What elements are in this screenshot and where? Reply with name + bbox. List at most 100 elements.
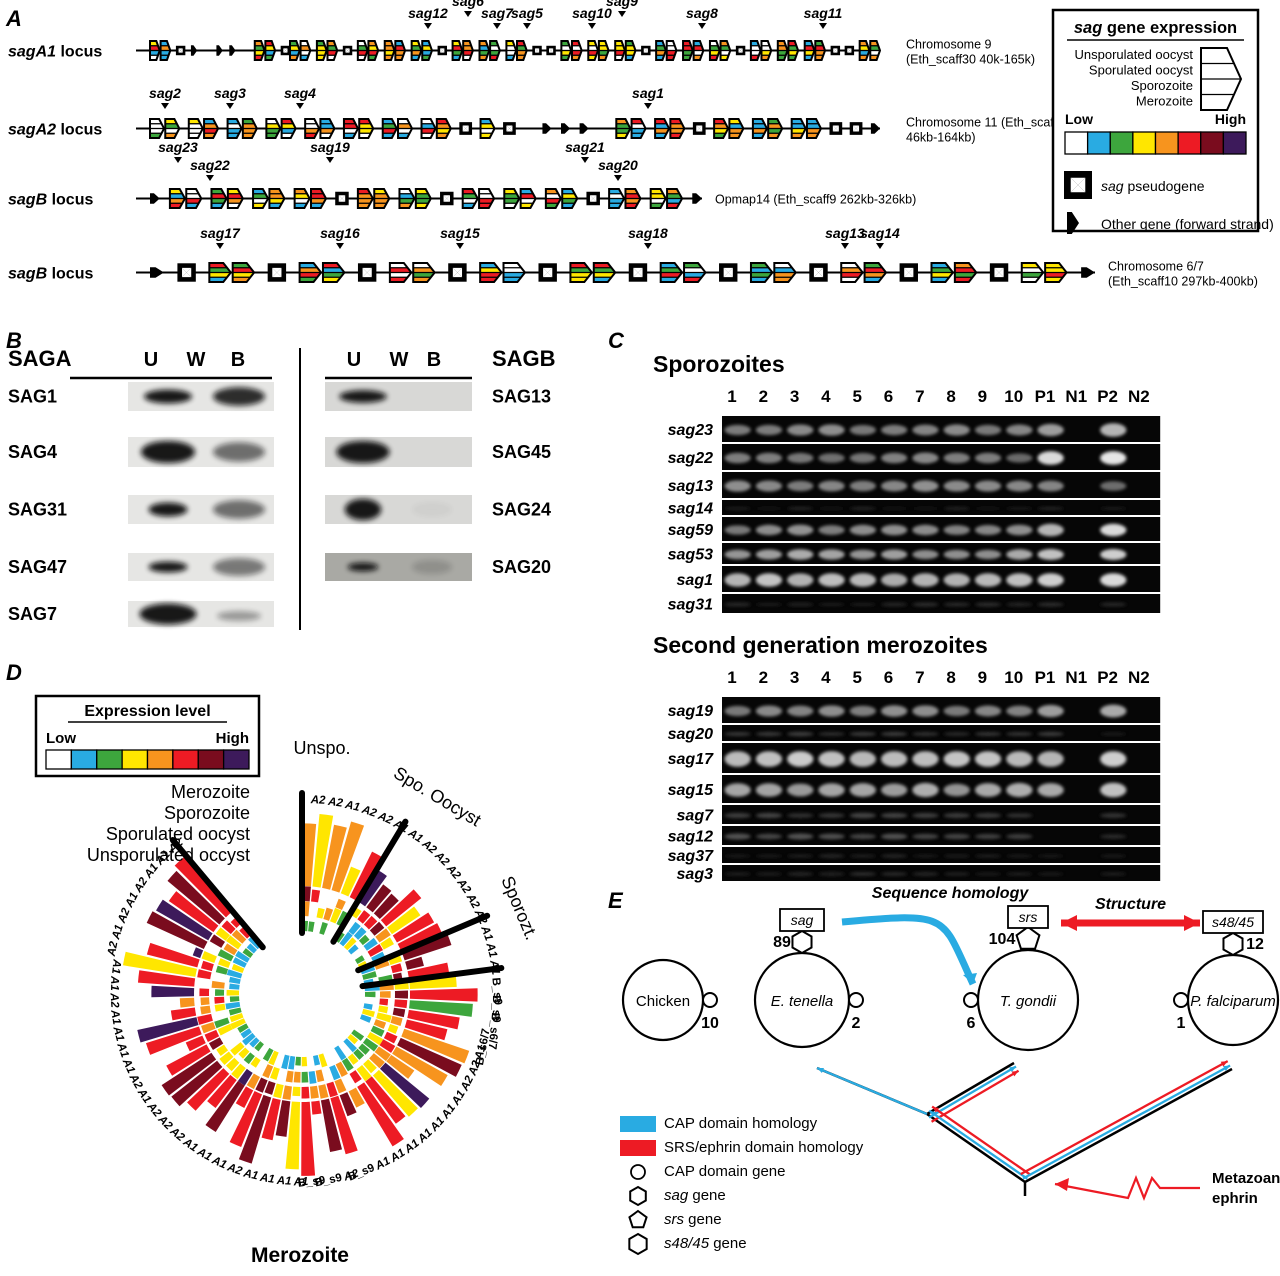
svg-text:sag14: sag14 — [860, 225, 900, 241]
svg-text:sag1: sag1 — [632, 85, 664, 101]
svg-text:Sequence homology: Sequence homology — [872, 885, 1030, 902]
svg-text:1: 1 — [1177, 1015, 1186, 1032]
svg-text:Unsporulated oocyst: Unsporulated oocyst — [1074, 47, 1193, 62]
svg-text:Sporozoites: Sporozoites — [653, 351, 785, 377]
svg-text:A1: A1 — [209, 1154, 228, 1171]
svg-text:ephrin: ephrin — [1212, 1190, 1258, 1207]
svg-text:7: 7 — [915, 387, 924, 406]
svg-text:SAGA: SAGA — [8, 346, 72, 371]
svg-text:A1: A1 — [487, 958, 502, 976]
svg-text:sag: sag — [791, 912, 814, 928]
svg-text:P1: P1 — [1035, 387, 1056, 406]
svg-text:sag20: sag20 — [598, 157, 638, 173]
svg-text:A1: A1 — [275, 1175, 291, 1188]
svg-text:Chromosome 11 (Eth_scaff5: Chromosome 11 (Eth_scaff5 — [906, 116, 1064, 130]
svg-text:A2: A2 — [326, 796, 344, 810]
svg-text:A1: A1 — [483, 941, 499, 959]
svg-text:12: 12 — [1246, 936, 1264, 953]
svg-text:sag3: sag3 — [214, 85, 246, 101]
svg-text:SAG7: SAG7 — [8, 604, 57, 624]
svg-text:W: W — [390, 349, 409, 371]
svg-text:5: 5 — [852, 387, 861, 406]
svg-text:T. gondii: T. gondii — [1000, 993, 1057, 1010]
svg-text:SAGB: SAGB — [492, 346, 556, 371]
svg-text:sag11: sag11 — [804, 5, 843, 21]
svg-text:SAG31: SAG31 — [8, 500, 67, 520]
svg-text:CAP domain homology: CAP domain homology — [664, 1115, 818, 1132]
svg-text:sag31: sag31 — [668, 597, 713, 614]
svg-text:7: 7 — [915, 668, 924, 687]
svg-text:sag53: sag53 — [668, 547, 713, 564]
svg-text:A2: A2 — [463, 891, 482, 911]
svg-text:Sporulated oocyst: Sporulated oocyst — [106, 824, 250, 844]
svg-text:46kb-164kb): 46kb-164kb) — [906, 131, 976, 145]
svg-text:srs: srs — [1019, 909, 1038, 925]
svg-text:s48/45 gene: s48/45 gene — [664, 1235, 747, 1252]
svg-text:Chromosome 9: Chromosome 9 — [906, 38, 991, 52]
svg-text:sagB locus: sagB locus — [8, 266, 93, 283]
svg-text:Second generation merozoites: Second generation merozoites — [653, 632, 988, 658]
svg-text:N1: N1 — [1065, 668, 1087, 687]
svg-text:10: 10 — [1004, 387, 1023, 406]
svg-text:4: 4 — [821, 387, 831, 406]
svg-text:6: 6 — [884, 668, 893, 687]
svg-text:2: 2 — [852, 1015, 861, 1032]
svg-text:sagA2 locus: sagA2 locus — [8, 122, 102, 139]
svg-text:sag gene expression: sag gene expression — [1074, 19, 1237, 37]
svg-text:6: 6 — [967, 1015, 976, 1032]
svg-text:2: 2 — [759, 387, 768, 406]
svg-text:sag59: sag59 — [668, 522, 713, 539]
svg-text:sag37: sag37 — [668, 848, 714, 865]
svg-text:sag7: sag7 — [677, 808, 715, 825]
svg-text:P2: P2 — [1097, 387, 1118, 406]
svg-text:104: 104 — [989, 931, 1016, 948]
svg-text:sag13: sag13 — [668, 478, 713, 495]
svg-text:A1: A1 — [258, 1172, 275, 1186]
svg-text:sag6: sag6 — [452, 0, 484, 9]
svg-text:A2: A2 — [309, 794, 326, 807]
svg-text:SAG1: SAG1 — [8, 387, 57, 407]
svg-text:sag gene: sag gene — [664, 1187, 726, 1204]
svg-text:Unspo.: Unspo. — [293, 738, 350, 758]
svg-text:sag22: sag22 — [190, 157, 230, 173]
svg-text:5: 5 — [852, 668, 861, 687]
svg-text:sag15: sag15 — [668, 782, 714, 799]
svg-text:sag18: sag18 — [628, 225, 668, 241]
svg-text:A1: A1 — [109, 958, 123, 975]
svg-text:sag7: sag7 — [481, 5, 514, 21]
svg-text:High: High — [216, 730, 249, 747]
svg-text:N2: N2 — [1128, 387, 1150, 406]
svg-text:A2: A2 — [107, 992, 120, 1009]
svg-text:sag19: sag19 — [668, 703, 713, 720]
svg-text:P2: P2 — [1097, 668, 1118, 687]
svg-text:3: 3 — [790, 387, 799, 406]
svg-text:Metazoan: Metazoan — [1212, 1170, 1280, 1187]
svg-text:sag5: sag5 — [511, 5, 543, 21]
svg-text:SRS/ephrin domain homology: SRS/ephrin domain homology — [664, 1139, 864, 1156]
svg-text:(Eth_scaff30 40k-165k): (Eth_scaff30 40k-165k) — [906, 53, 1035, 67]
svg-text:3: 3 — [790, 668, 799, 687]
svg-text:sag12: sag12 — [668, 829, 713, 846]
svg-text:A2: A2 — [106, 940, 121, 958]
svg-text:Structure: Structure — [1095, 896, 1166, 913]
svg-text:sag13: sag13 — [825, 225, 865, 241]
svg-text:sag4: sag4 — [284, 85, 316, 101]
svg-text:(Eth_scaff10 297kb-400kb): (Eth_scaff10 297kb-400kb) — [1108, 275, 1258, 289]
svg-text:A1: A1 — [343, 799, 361, 814]
svg-text:8: 8 — [946, 387, 955, 406]
svg-text:A2: A2 — [375, 810, 395, 827]
svg-text:9: 9 — [978, 668, 987, 687]
svg-text:sag1: sag1 — [677, 572, 714, 589]
svg-text:9: 9 — [978, 387, 987, 406]
svg-text:2: 2 — [759, 668, 768, 687]
svg-text:SAG24: SAG24 — [492, 500, 551, 520]
svg-text:Opmap14 (Eth_scaff9 262kb-326k: Opmap14 (Eth_scaff9 262kb-326kb) — [715, 193, 916, 207]
svg-text:U: U — [347, 349, 361, 371]
svg-text:SAG47: SAG47 — [8, 557, 67, 577]
svg-text:A1: A1 — [292, 1176, 308, 1189]
svg-text:10: 10 — [701, 1015, 719, 1032]
svg-text:SAG20: SAG20 — [492, 557, 551, 577]
svg-text:P. falciparum: P. falciparum — [1190, 993, 1276, 1010]
svg-text:sag pseudogene: sag pseudogene — [1101, 178, 1205, 194]
svg-text:A1: A1 — [405, 827, 425, 846]
